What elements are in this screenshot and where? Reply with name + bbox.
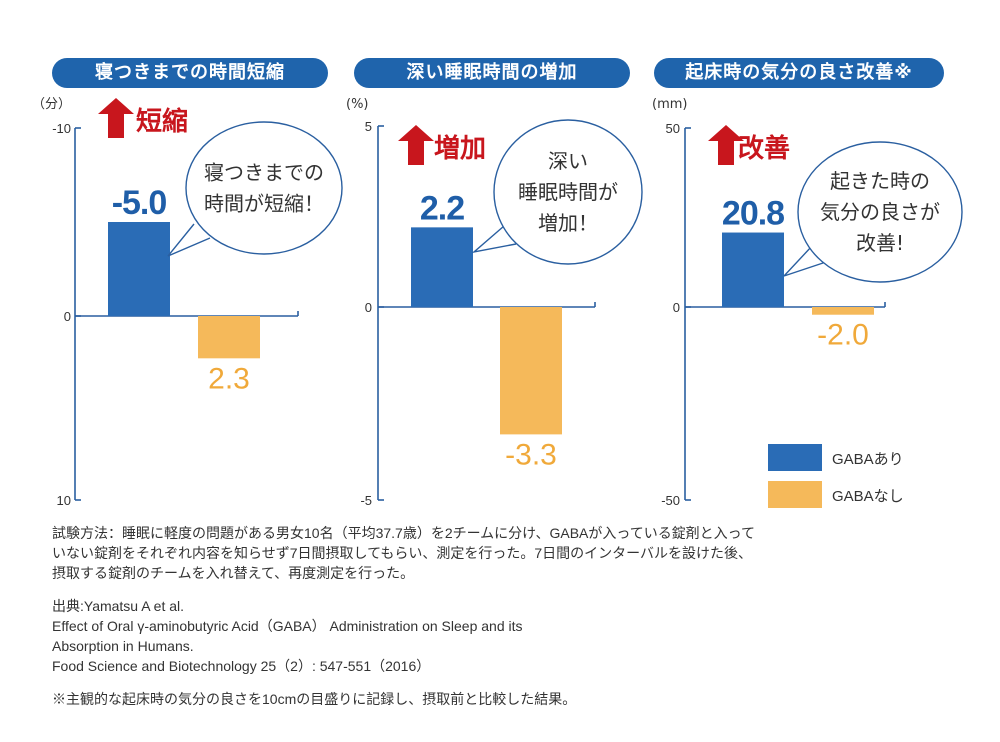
bar-gaba-without	[198, 316, 260, 359]
red-up-arrow-icon	[398, 125, 434, 165]
speech-bubble-tail	[167, 223, 211, 257]
bubble-text-line: 改善!	[856, 231, 904, 255]
y-tick-label: 10	[57, 493, 71, 508]
bubble-text-line: 寝つきまでの	[204, 161, 324, 185]
chart-2	[377, 119, 643, 501]
bar-gaba-with	[411, 227, 473, 307]
speech-bubble	[493, 119, 643, 265]
source-note: 出典:Yamatsu A et al. Effect of Oral γ-ami…	[52, 596, 523, 676]
chart-1	[74, 98, 343, 501]
y-unit-label: (mm)	[652, 97, 687, 112]
badge-label: 増加	[434, 134, 486, 164]
bar-gaba-with	[108, 222, 170, 316]
y-unit-label: (%)	[346, 97, 369, 112]
y-tick-label: -5	[360, 493, 372, 508]
legend-label: GABAあり	[832, 451, 904, 468]
value-label-gaba-without: -3.3	[505, 438, 557, 471]
speech-bubble-tail	[471, 225, 517, 254]
bubble-text-line: 気分の良さが	[820, 200, 940, 224]
bubble-text-line: 睡眠時間が	[518, 180, 618, 204]
y-unit-label: （分）	[32, 97, 71, 112]
legend-label: GABAなし	[832, 488, 904, 505]
value-label-gaba-without: -2.0	[817, 319, 869, 352]
source-line: Food Science and Biotechnology 25（2）: 54…	[52, 658, 431, 674]
y-tick-label: 0	[365, 300, 372, 315]
y-tick-label: 50	[666, 121, 680, 136]
bar-gaba-without	[500, 307, 562, 435]
legend-swatch	[768, 481, 822, 508]
bubble-text-line: 時間が短縮！	[204, 192, 324, 216]
legend-swatch	[768, 444, 822, 471]
footnote: ※主観的な起床時の気分の良さを10cmの目盛りに記録し、摂取前と比較した結果。	[52, 691, 577, 707]
bubble-text-line: 深い	[548, 149, 588, 173]
chart3-title: 起床時の気分の良さ改善※	[654, 58, 944, 88]
speech-bubble	[797, 141, 963, 283]
bar-gaba-without	[812, 307, 874, 315]
method-line: いない錠剤をそれぞれ内容を知らせず7日間摂取してもらい、測定を行った。7日間のイ…	[52, 545, 753, 561]
source-line: 出典:Yamatsu A et al.	[52, 598, 185, 614]
y-tick-label: -10	[52, 121, 71, 136]
value-label-gaba-with: -5.0	[112, 184, 167, 222]
y-tick-label: 5	[365, 119, 372, 134]
method-note: 試験方法：睡眠に軽度の問題がある男女10名（平均37.7歳）を2チームに分け、G…	[52, 523, 755, 583]
red-up-arrow-icon	[98, 98, 134, 138]
y-tick-label: -50	[661, 493, 680, 508]
red-up-arrow-icon	[708, 125, 744, 165]
chart1-title: 寝つきまでの時間短縮	[52, 58, 328, 88]
speech-bubble	[185, 121, 343, 255]
method-line: 試験方法：睡眠に軽度の問題がある男女10名（平均37.7歳）を2チームに分け、G…	[52, 525, 755, 541]
badge-label: 改善	[738, 133, 790, 164]
bar-gaba-with	[722, 232, 784, 307]
y-tick-label: 0	[673, 300, 680, 315]
value-label-gaba-without: 2.3	[208, 362, 250, 395]
y-tick-label: 0	[64, 309, 71, 324]
bubble-text-line: 起きた時の	[830, 169, 930, 193]
source-line: Absorption in Humans.	[52, 638, 194, 654]
value-label-gaba-with: 20.8	[722, 195, 784, 233]
chart2-title: 深い睡眠時間の増加	[354, 58, 630, 88]
bubble-text-line: 増加！	[538, 211, 598, 235]
method-line: 摂取する錠剤のチームを入れ替えて、再度測定を行った。	[52, 565, 415, 581]
chart-3	[684, 125, 963, 501]
source-line: Effect of Oral γ-aminobutyric Acid（GABA）…	[52, 618, 523, 634]
value-label-gaba-with: 2.2	[420, 189, 464, 227]
badge-label: 短縮	[136, 106, 188, 137]
